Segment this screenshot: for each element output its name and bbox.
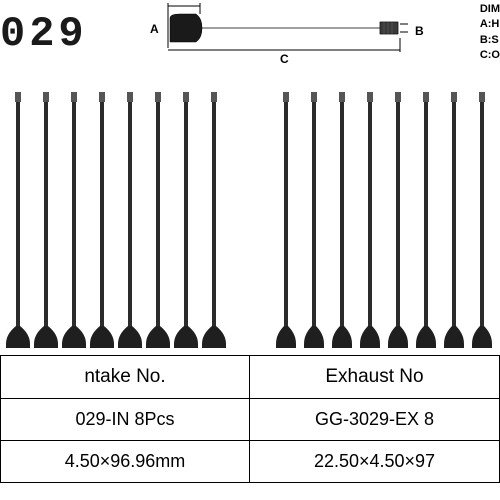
valve-item xyxy=(173,90,199,350)
valve-icon xyxy=(117,90,143,350)
valve-item xyxy=(441,90,467,350)
valve-item xyxy=(201,90,227,350)
valve-item xyxy=(89,90,115,350)
cell-exhaust-dims: 22.50×4.50×97 xyxy=(250,441,500,483)
cell-intake-dims: 4.50×96.96mm xyxy=(1,441,250,483)
valve-item xyxy=(273,90,299,350)
valve-icon xyxy=(441,90,467,350)
legend-title: DIM xyxy=(480,2,500,17)
valve-item xyxy=(357,90,383,350)
valve-icon xyxy=(385,90,411,350)
cell-intake-partno: 029-IN 8Pcs xyxy=(1,399,250,441)
valves-photo-area xyxy=(0,80,500,350)
valve-item xyxy=(61,90,87,350)
valve-profile-icon xyxy=(140,0,410,65)
table-row: 4.50×96.96mm 22.50×4.50×97 xyxy=(1,441,500,483)
valve-icon xyxy=(329,90,355,350)
header-exhaust: Exhaust No xyxy=(250,356,500,399)
valve-icon xyxy=(469,90,495,350)
legend-c: C:O xyxy=(480,48,500,63)
valve-icon xyxy=(173,90,199,350)
dimension-label-c: C xyxy=(280,52,289,66)
table-row: 029-IN 8Pcs GG-3029-EX 8 xyxy=(1,399,500,441)
valve-icon xyxy=(89,90,115,350)
valve-icon xyxy=(273,90,299,350)
valve-icon xyxy=(61,90,87,350)
dimension-label-a: A xyxy=(150,22,159,36)
exhaust-valve-group xyxy=(273,80,495,350)
part-number: 029 xyxy=(0,10,88,58)
valve-item xyxy=(301,90,327,350)
valve-icon xyxy=(201,90,227,350)
cell-exhaust-partno: GG-3029-EX 8 xyxy=(250,399,500,441)
valve-item xyxy=(33,90,59,350)
valve-item xyxy=(413,90,439,350)
valve-icon xyxy=(33,90,59,350)
valve-icon xyxy=(145,90,171,350)
spec-table: ntake No. Exhaust No 029-IN 8Pcs GG-3029… xyxy=(0,355,500,483)
valve-item xyxy=(117,90,143,350)
table-row: ntake No. Exhaust No xyxy=(1,356,500,399)
intake-valve-group xyxy=(5,80,227,350)
valve-item xyxy=(5,90,31,350)
dimension-legend: DIM A:H B:S C:O xyxy=(480,2,500,64)
dimension-label-b: B xyxy=(415,24,424,38)
legend-b: B:S xyxy=(480,33,500,48)
valve-item xyxy=(469,90,495,350)
legend-a: A:H xyxy=(480,17,500,32)
valve-icon xyxy=(413,90,439,350)
valve-icon xyxy=(5,90,31,350)
valve-item xyxy=(329,90,355,350)
valve-icon xyxy=(357,90,383,350)
header-intake: ntake No. xyxy=(1,356,250,399)
valve-item xyxy=(145,90,171,350)
valve-item xyxy=(385,90,411,350)
valve-icon xyxy=(301,90,327,350)
